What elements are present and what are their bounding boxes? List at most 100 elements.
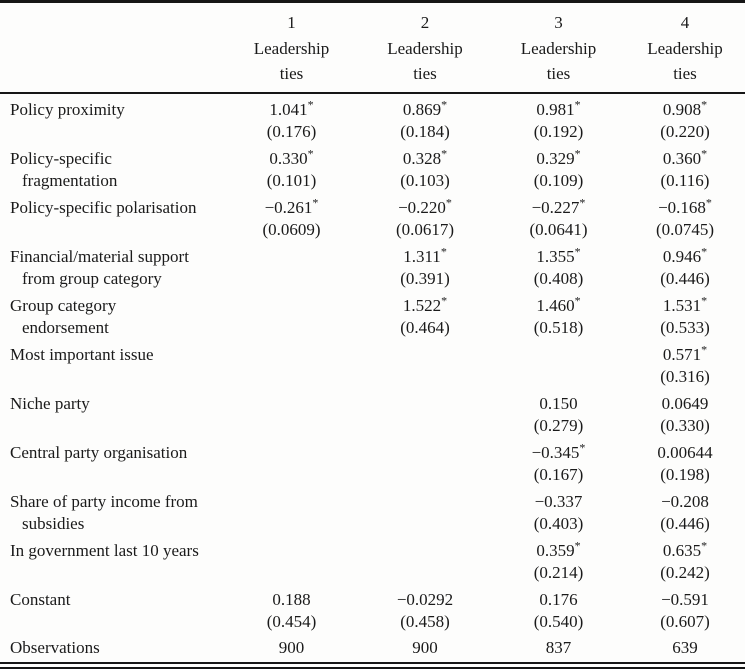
standard-error-cell: (0.408) — [533, 269, 584, 288]
standard-error-cell: (0.214) — [533, 563, 584, 582]
standard-error-cell: (0.167) — [533, 465, 584, 484]
variable-label: Niche party — [10, 394, 90, 413]
standard-error-cell — [225, 366, 358, 388]
coefficient-cell: 1.460* — [536, 293, 581, 315]
standard-error-cell — [225, 464, 358, 486]
standard-error-row: (0.279) (0.330) — [0, 415, 745, 437]
significance-star: * — [579, 195, 586, 210]
coefficient-cell: 1.041* — [269, 97, 314, 119]
standard-error-cell: (0.540) — [533, 612, 584, 631]
coefficient-cell: 0.330* — [269, 146, 314, 168]
variable-row: Niche party 0.150 0.0649 — [0, 388, 745, 415]
variable-label-cont: fragmentation — [22, 171, 118, 190]
standard-error-cell — [358, 366, 492, 388]
coefficient-cell: 0.869* — [402, 97, 448, 119]
standard-error-cell: (0.403) — [533, 514, 584, 533]
observations-value: 639 — [625, 633, 745, 664]
coefficient-cell — [225, 339, 358, 366]
variable-label-cont — [0, 121, 225, 143]
standard-error-cell — [358, 513, 492, 535]
coefficient-cell: 0.329* — [536, 146, 581, 168]
standard-error-cell: (0.454) — [266, 612, 317, 631]
standard-error-cell: (0.0641) — [529, 220, 588, 239]
standard-error-row: (0.0609) (0.0617) (0.0641) (0.0745) — [0, 219, 745, 241]
coefficient-cell: 0.359* — [536, 538, 581, 560]
variable-label-cont: from group category — [22, 269, 162, 288]
standard-error-cell — [225, 415, 358, 437]
standard-error-cell — [358, 464, 492, 486]
coefficient-cell — [225, 388, 358, 415]
column-header-label: Leadership — [387, 39, 463, 58]
coefficient-cell — [492, 339, 625, 366]
observations-body: Observations 900 900 837 639 — [0, 633, 745, 664]
coefficient-cell: 0.0649 — [661, 394, 709, 413]
coefficient-cell: 1.531* — [662, 293, 708, 315]
column-header-label: Leadership — [253, 39, 330, 58]
standard-error-cell: (0.458) — [400, 612, 450, 631]
coefficient-cell — [358, 535, 492, 562]
coefficient-cell — [358, 486, 492, 513]
variable-row: Policy-specific polarisation −0.261* −0.22… — [0, 192, 745, 219]
coefficient-cell: −0.337 — [534, 492, 583, 511]
observations-label: Observations — [0, 633, 225, 664]
significance-star: * — [441, 97, 448, 112]
coefficient-cell: 0.328* — [402, 146, 448, 168]
column-header-label: ties — [279, 64, 304, 83]
significance-star: * — [701, 342, 708, 357]
variable-label-cont — [0, 464, 225, 486]
coefficient-cell: −0.227* — [531, 195, 586, 217]
coefficient-cell — [225, 486, 358, 513]
bottom-rule — [0, 667, 745, 669]
variable-label-cont — [0, 219, 225, 241]
model-number: 2 — [420, 13, 430, 32]
coefficient-cell: −0.168* — [658, 195, 712, 217]
coefficient-cell: 0.981* — [536, 97, 581, 119]
significance-star: * — [701, 146, 708, 161]
variable-label: Policy proximity — [10, 100, 125, 119]
model-number: 4 — [680, 13, 690, 32]
standard-error-cell: (0.116) — [660, 171, 710, 190]
variable-row: Group category 1.522* 1.460* 1.531* — [0, 290, 745, 317]
standard-error-cell: (0.464) — [400, 318, 450, 337]
observations-value: 837 — [492, 633, 625, 664]
observations-value: 900 — [225, 633, 358, 664]
significance-star: * — [574, 293, 581, 308]
standard-error-row: endorsement (0.464) (0.518) (0.533) — [0, 317, 745, 339]
significance-star: * — [701, 244, 708, 259]
significance-star: * — [701, 97, 708, 112]
standard-error-row: subsidies (0.403) (0.446) — [0, 513, 745, 535]
significance-star: * — [579, 440, 586, 455]
variable-row: Constant 0.188 −0.0292 0.176 −0.591 — [0, 584, 745, 611]
standard-error-cell: (0.391) — [400, 269, 450, 288]
standard-error-row: (0.316) — [0, 366, 745, 388]
header-row: 1 Leadership ties 2 Leadership ties 3 Leadershi… — [0, 1, 745, 94]
variable-row: Most important issue 0.571* — [0, 339, 745, 366]
variable-label-cont — [0, 366, 225, 388]
standard-error-cell — [225, 317, 358, 339]
column-header-label: Leadership — [520, 39, 597, 58]
coefficient-cell: 0.946* — [662, 244, 708, 266]
significance-star: * — [441, 146, 448, 161]
significance-star: * — [705, 195, 712, 210]
model-number: 1 — [287, 13, 296, 32]
standard-error-row: (0.167) (0.198) — [0, 464, 745, 486]
standard-error-cell: (0.101) — [266, 171, 317, 190]
coefficient-cell — [225, 241, 358, 268]
coefficient-cell — [358, 339, 492, 366]
standard-error-cell: (0.518) — [533, 318, 584, 337]
coefficient-cell: 1.311* — [403, 244, 447, 266]
variable-label: Group category — [10, 296, 117, 315]
header-spacer — [0, 1, 225, 94]
table-header: 1 Leadership ties 2 Leadership ties 3 Leadershi… — [0, 1, 745, 94]
variable-label: Financial/material support — [10, 247, 189, 266]
standard-error-cell: (0.607) — [660, 612, 710, 631]
standard-error-cell: (0.242) — [660, 563, 710, 582]
standard-error-row: (0.176) (0.184) (0.192) (0.220) — [0, 121, 745, 143]
standard-error-cell: (0.192) — [533, 122, 584, 141]
coefficient-cell: −0.220* — [398, 195, 452, 217]
standard-error-cell — [225, 513, 358, 535]
column-header-label: Leadership — [647, 39, 723, 58]
coefficient-cell: 0.188 — [272, 590, 311, 609]
coefficient-cell: −0.591 — [661, 590, 709, 609]
